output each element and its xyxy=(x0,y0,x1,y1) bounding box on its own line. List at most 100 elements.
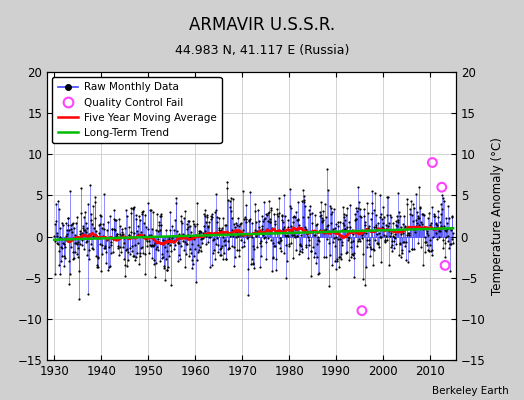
Point xyxy=(331,258,339,264)
Point xyxy=(71,232,80,238)
Point xyxy=(69,249,77,256)
Point xyxy=(272,228,281,234)
Point xyxy=(318,219,326,226)
Point xyxy=(321,254,330,260)
Point xyxy=(376,234,384,240)
Point xyxy=(258,213,266,220)
Point xyxy=(286,202,294,209)
Point xyxy=(311,232,320,238)
Point xyxy=(389,238,398,244)
Point xyxy=(91,194,100,200)
Point xyxy=(252,219,260,225)
Point xyxy=(120,256,128,262)
Point xyxy=(169,233,177,240)
Point xyxy=(239,226,247,233)
Point xyxy=(208,211,216,218)
Point xyxy=(441,262,449,268)
Point xyxy=(297,243,305,249)
Point xyxy=(301,224,309,230)
Point xyxy=(106,242,115,248)
Point xyxy=(244,292,252,299)
Point xyxy=(369,262,377,268)
Point xyxy=(425,248,433,254)
Point xyxy=(405,230,413,236)
Point xyxy=(186,223,194,229)
Point xyxy=(152,244,161,250)
Point xyxy=(401,243,410,249)
Point xyxy=(366,253,374,259)
Point xyxy=(236,230,245,236)
Point xyxy=(423,228,431,234)
Point xyxy=(356,206,365,213)
Point xyxy=(276,238,285,244)
Point xyxy=(205,234,214,240)
Point xyxy=(156,212,165,219)
Point xyxy=(111,226,119,233)
Point xyxy=(323,222,331,229)
Point xyxy=(352,205,360,211)
Point xyxy=(432,230,441,236)
Point xyxy=(214,249,222,255)
Point xyxy=(106,263,114,269)
Point xyxy=(202,233,210,239)
Point xyxy=(339,219,347,226)
Point xyxy=(303,231,311,238)
Point xyxy=(88,220,96,227)
Point xyxy=(348,250,356,257)
Point xyxy=(157,213,166,219)
Point xyxy=(353,243,361,250)
Point xyxy=(94,255,103,262)
Point xyxy=(379,220,388,226)
Point xyxy=(179,238,187,244)
Point xyxy=(237,220,246,226)
Point xyxy=(165,252,173,259)
Point xyxy=(280,224,289,230)
Point xyxy=(341,226,349,232)
Point xyxy=(150,242,159,249)
Point xyxy=(61,244,69,250)
Point xyxy=(407,225,416,231)
Point xyxy=(378,216,387,222)
Point xyxy=(129,253,138,259)
Point xyxy=(419,210,427,217)
Point xyxy=(99,233,107,239)
Point xyxy=(269,254,278,261)
Point xyxy=(203,213,212,220)
Point xyxy=(385,228,393,234)
Point xyxy=(359,250,367,257)
Point xyxy=(210,236,218,242)
Point xyxy=(226,204,234,210)
Point xyxy=(59,222,67,228)
Point xyxy=(335,264,343,270)
Point xyxy=(248,220,256,226)
Point xyxy=(57,258,66,264)
Point xyxy=(357,232,366,238)
Point xyxy=(336,250,345,257)
Point xyxy=(149,257,158,264)
Point xyxy=(196,228,205,235)
Point xyxy=(307,248,315,254)
Point xyxy=(206,213,215,220)
Point xyxy=(51,238,59,244)
Point xyxy=(79,225,87,232)
Point xyxy=(423,247,432,253)
Point xyxy=(399,221,407,227)
Point xyxy=(147,207,155,214)
Point xyxy=(141,270,149,277)
Point xyxy=(293,232,301,239)
Point xyxy=(222,222,230,228)
Point xyxy=(87,210,95,217)
Point xyxy=(310,250,319,257)
Point xyxy=(409,201,418,207)
Point xyxy=(166,242,174,248)
Point xyxy=(339,204,347,210)
Point xyxy=(366,246,375,252)
Point xyxy=(347,254,355,260)
Point xyxy=(284,217,292,223)
Point xyxy=(256,237,265,244)
Point xyxy=(345,257,353,264)
Point xyxy=(378,224,386,230)
Point xyxy=(188,256,196,263)
Point xyxy=(343,224,352,231)
Point xyxy=(289,214,297,220)
